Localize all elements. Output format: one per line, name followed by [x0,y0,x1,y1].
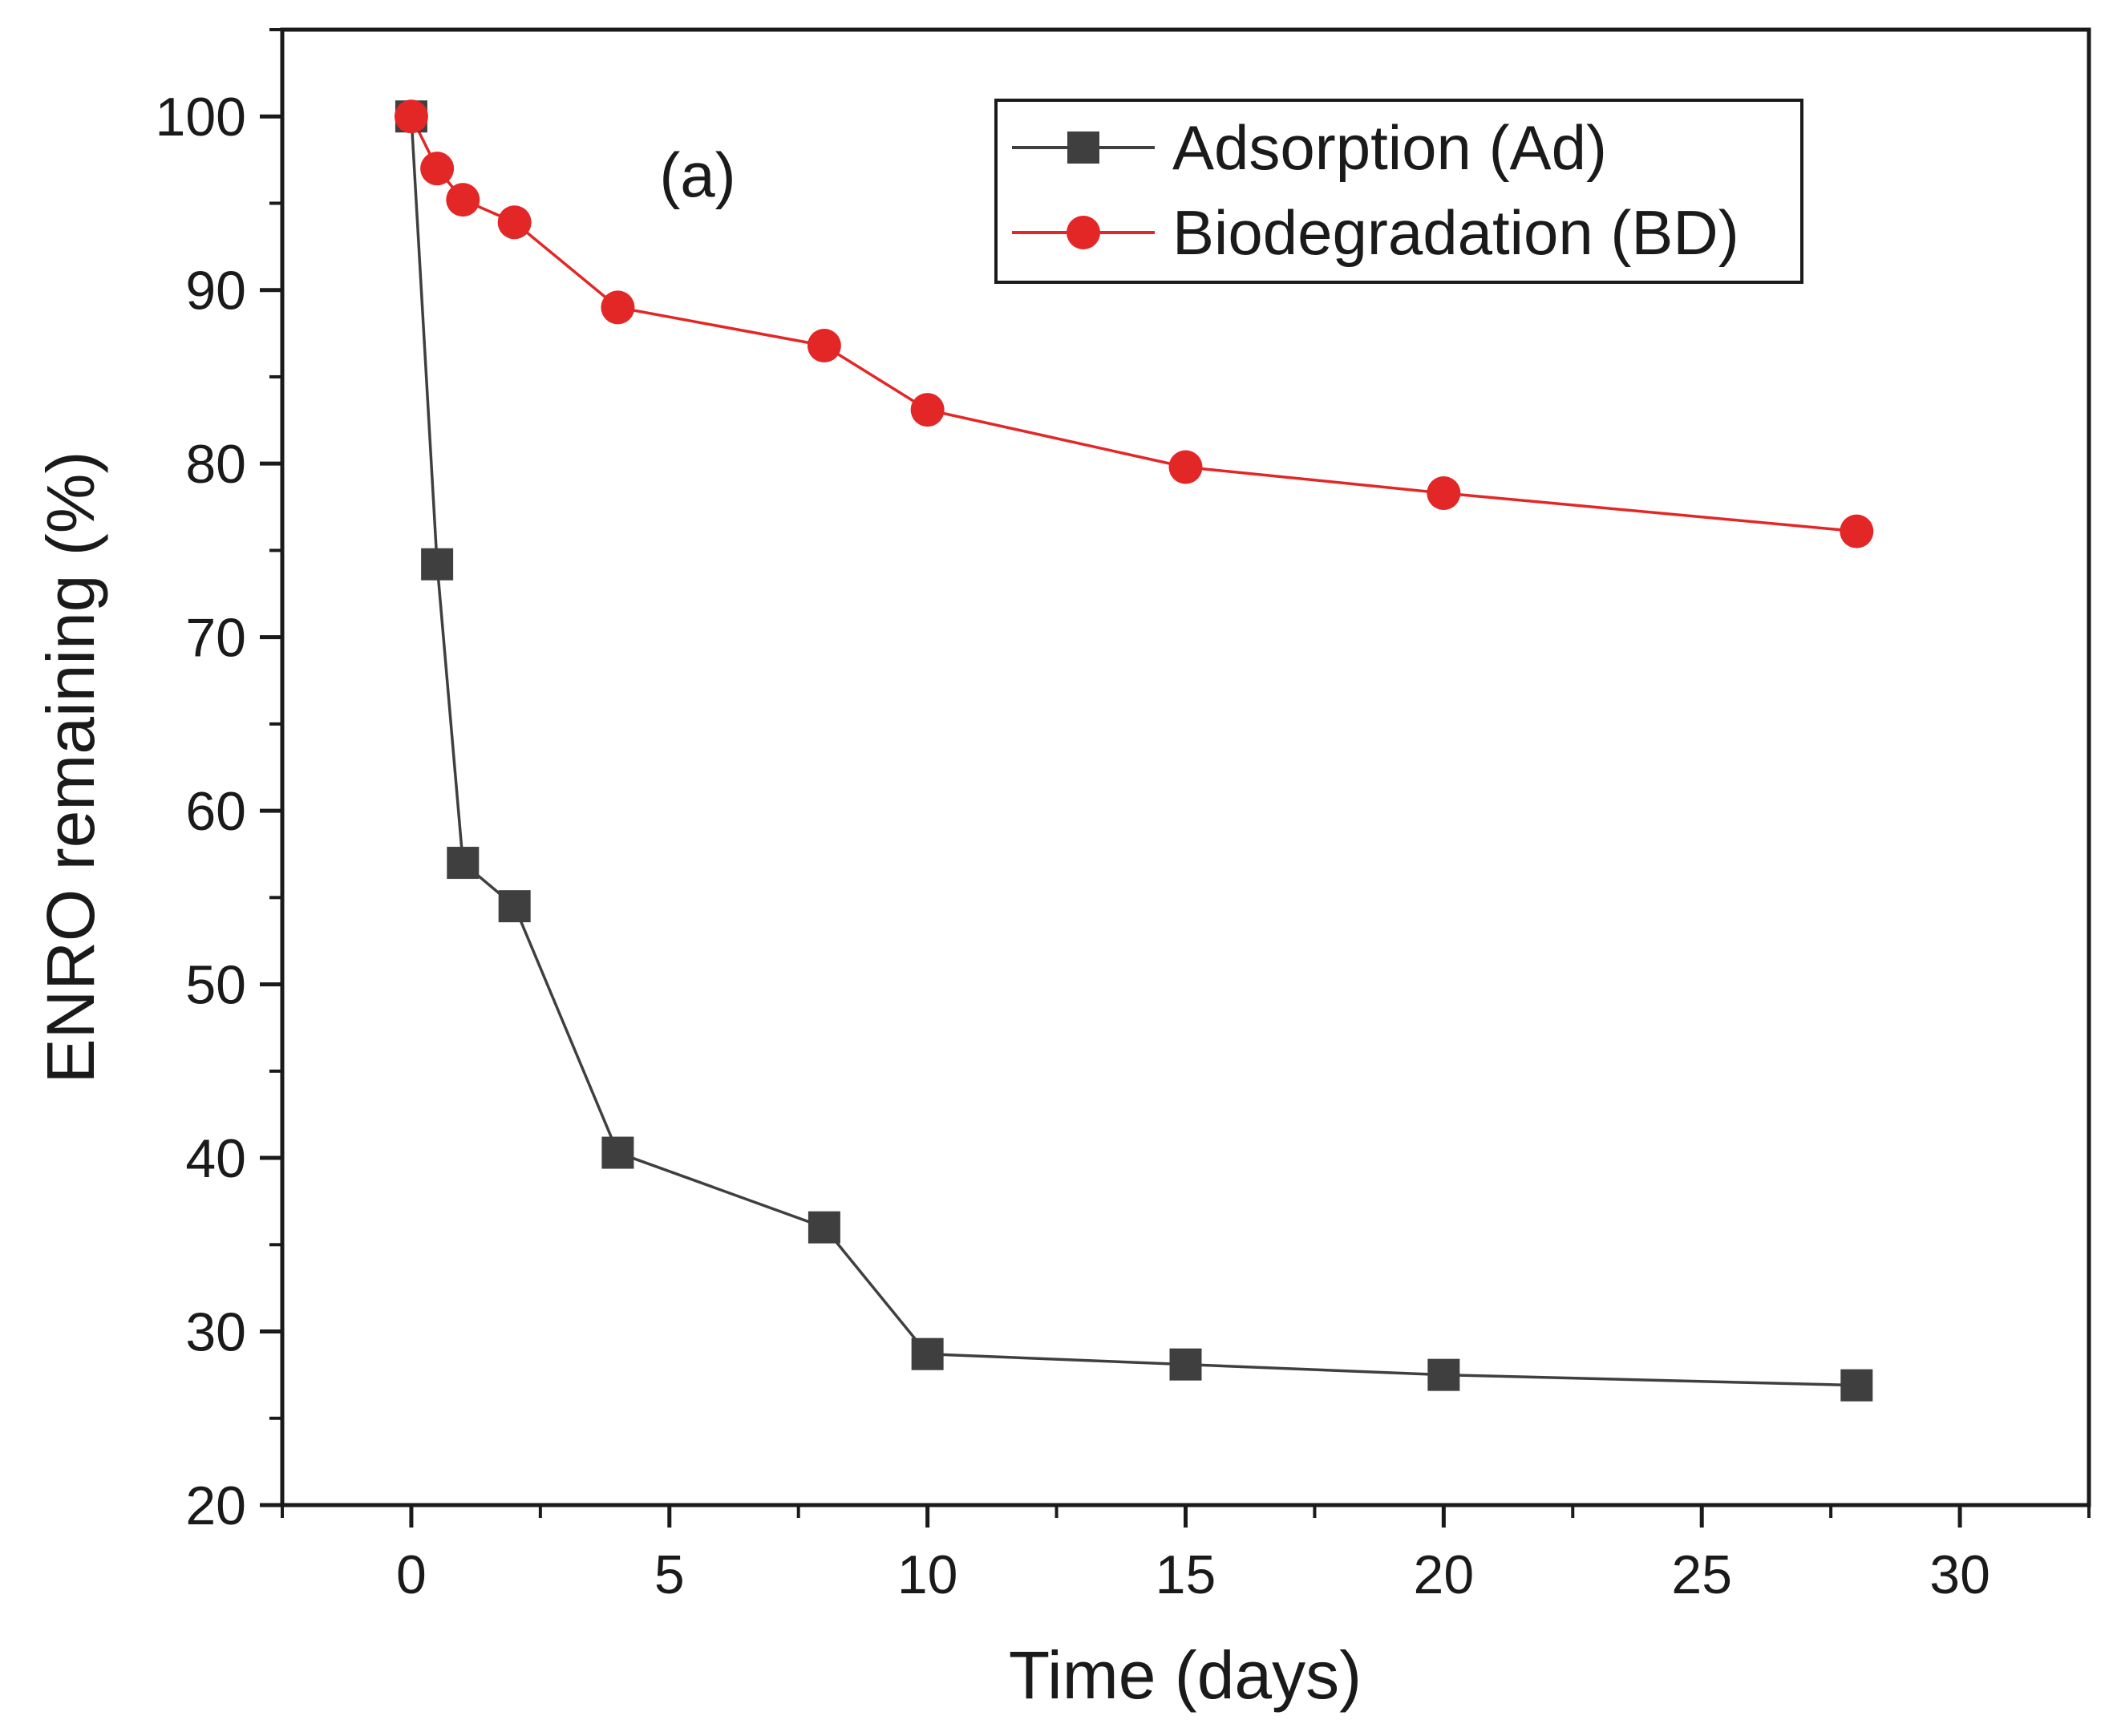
legend: Adsorption (Ad) Biodegradation (BD) [994,99,1803,284]
series-lines [410,115,1857,1387]
data-point-series-0 [1840,1369,1873,1402]
data-point-series-0 [808,1211,840,1244]
y-tick-label: 100 [156,87,246,148]
data-point-series-1 [446,183,480,217]
legend-entries: Adsorption (Ad) Biodegradation (BD) [1012,112,1739,268]
panel-label: (a) [659,140,735,210]
x-tick-label: 25 [1671,1544,1732,1605]
data-point-series-1 [910,393,945,427]
legend-marker-0 [1067,132,1099,164]
legend-label-0: Adsorption (Ad) [1172,112,1607,183]
y-tick-label: 50 [185,955,246,1016]
legend-label-1: Biodegradation (BD) [1172,197,1739,268]
x-tick-label: 0 [396,1544,427,1605]
y-tick-label: 20 [185,1475,246,1536]
data-point-series-0 [911,1337,944,1370]
data-point-series-1 [497,205,532,240]
data-point-series-1 [1168,450,1203,484]
x-tick-label: 15 [1156,1544,1216,1605]
series-line-0 [410,116,1857,1387]
y-tick-label: 90 [185,261,246,322]
y-tick-label: 70 [185,608,246,669]
data-point-series-1 [420,152,455,186]
data-point-series-0 [498,890,531,923]
y-axis-ticks: 20 30 40 50 60 70 80 90 100 [156,28,282,1536]
data-point-series-0 [1427,1358,1460,1391]
data-point-series-0 [1169,1348,1202,1381]
data-point-series-0 [421,548,454,581]
data-point-series-0 [601,1136,634,1169]
y-axis-title: ENRO remaining (%) [33,451,108,1084]
series-line-1 [410,115,1857,533]
data-point-series-0 [447,847,480,880]
y-tick-label: 30 [185,1302,246,1363]
legend-box [994,99,1803,284]
x-axis-title: Time (days) [1009,1637,1362,1713]
data-point-series-1 [807,328,841,362]
x-axis-ticks: 0 5 10 15 20 25 30 [281,1505,2091,1605]
x-tick-label: 10 [897,1544,958,1605]
data-point-series-1 [394,99,428,134]
legend-marker-1 [1067,216,1100,249]
y-tick-label: 40 [185,1128,246,1189]
series-markers [394,99,1874,1402]
x-tick-label: 30 [1929,1544,1990,1605]
data-point-series-1 [601,290,635,325]
data-point-series-1 [1840,514,1874,548]
y-tick-label: 60 [185,781,246,842]
x-tick-label: 5 [654,1544,685,1605]
y-tick-label: 80 [185,434,246,495]
x-tick-label: 20 [1414,1544,1475,1605]
data-point-series-1 [1427,475,1461,510]
